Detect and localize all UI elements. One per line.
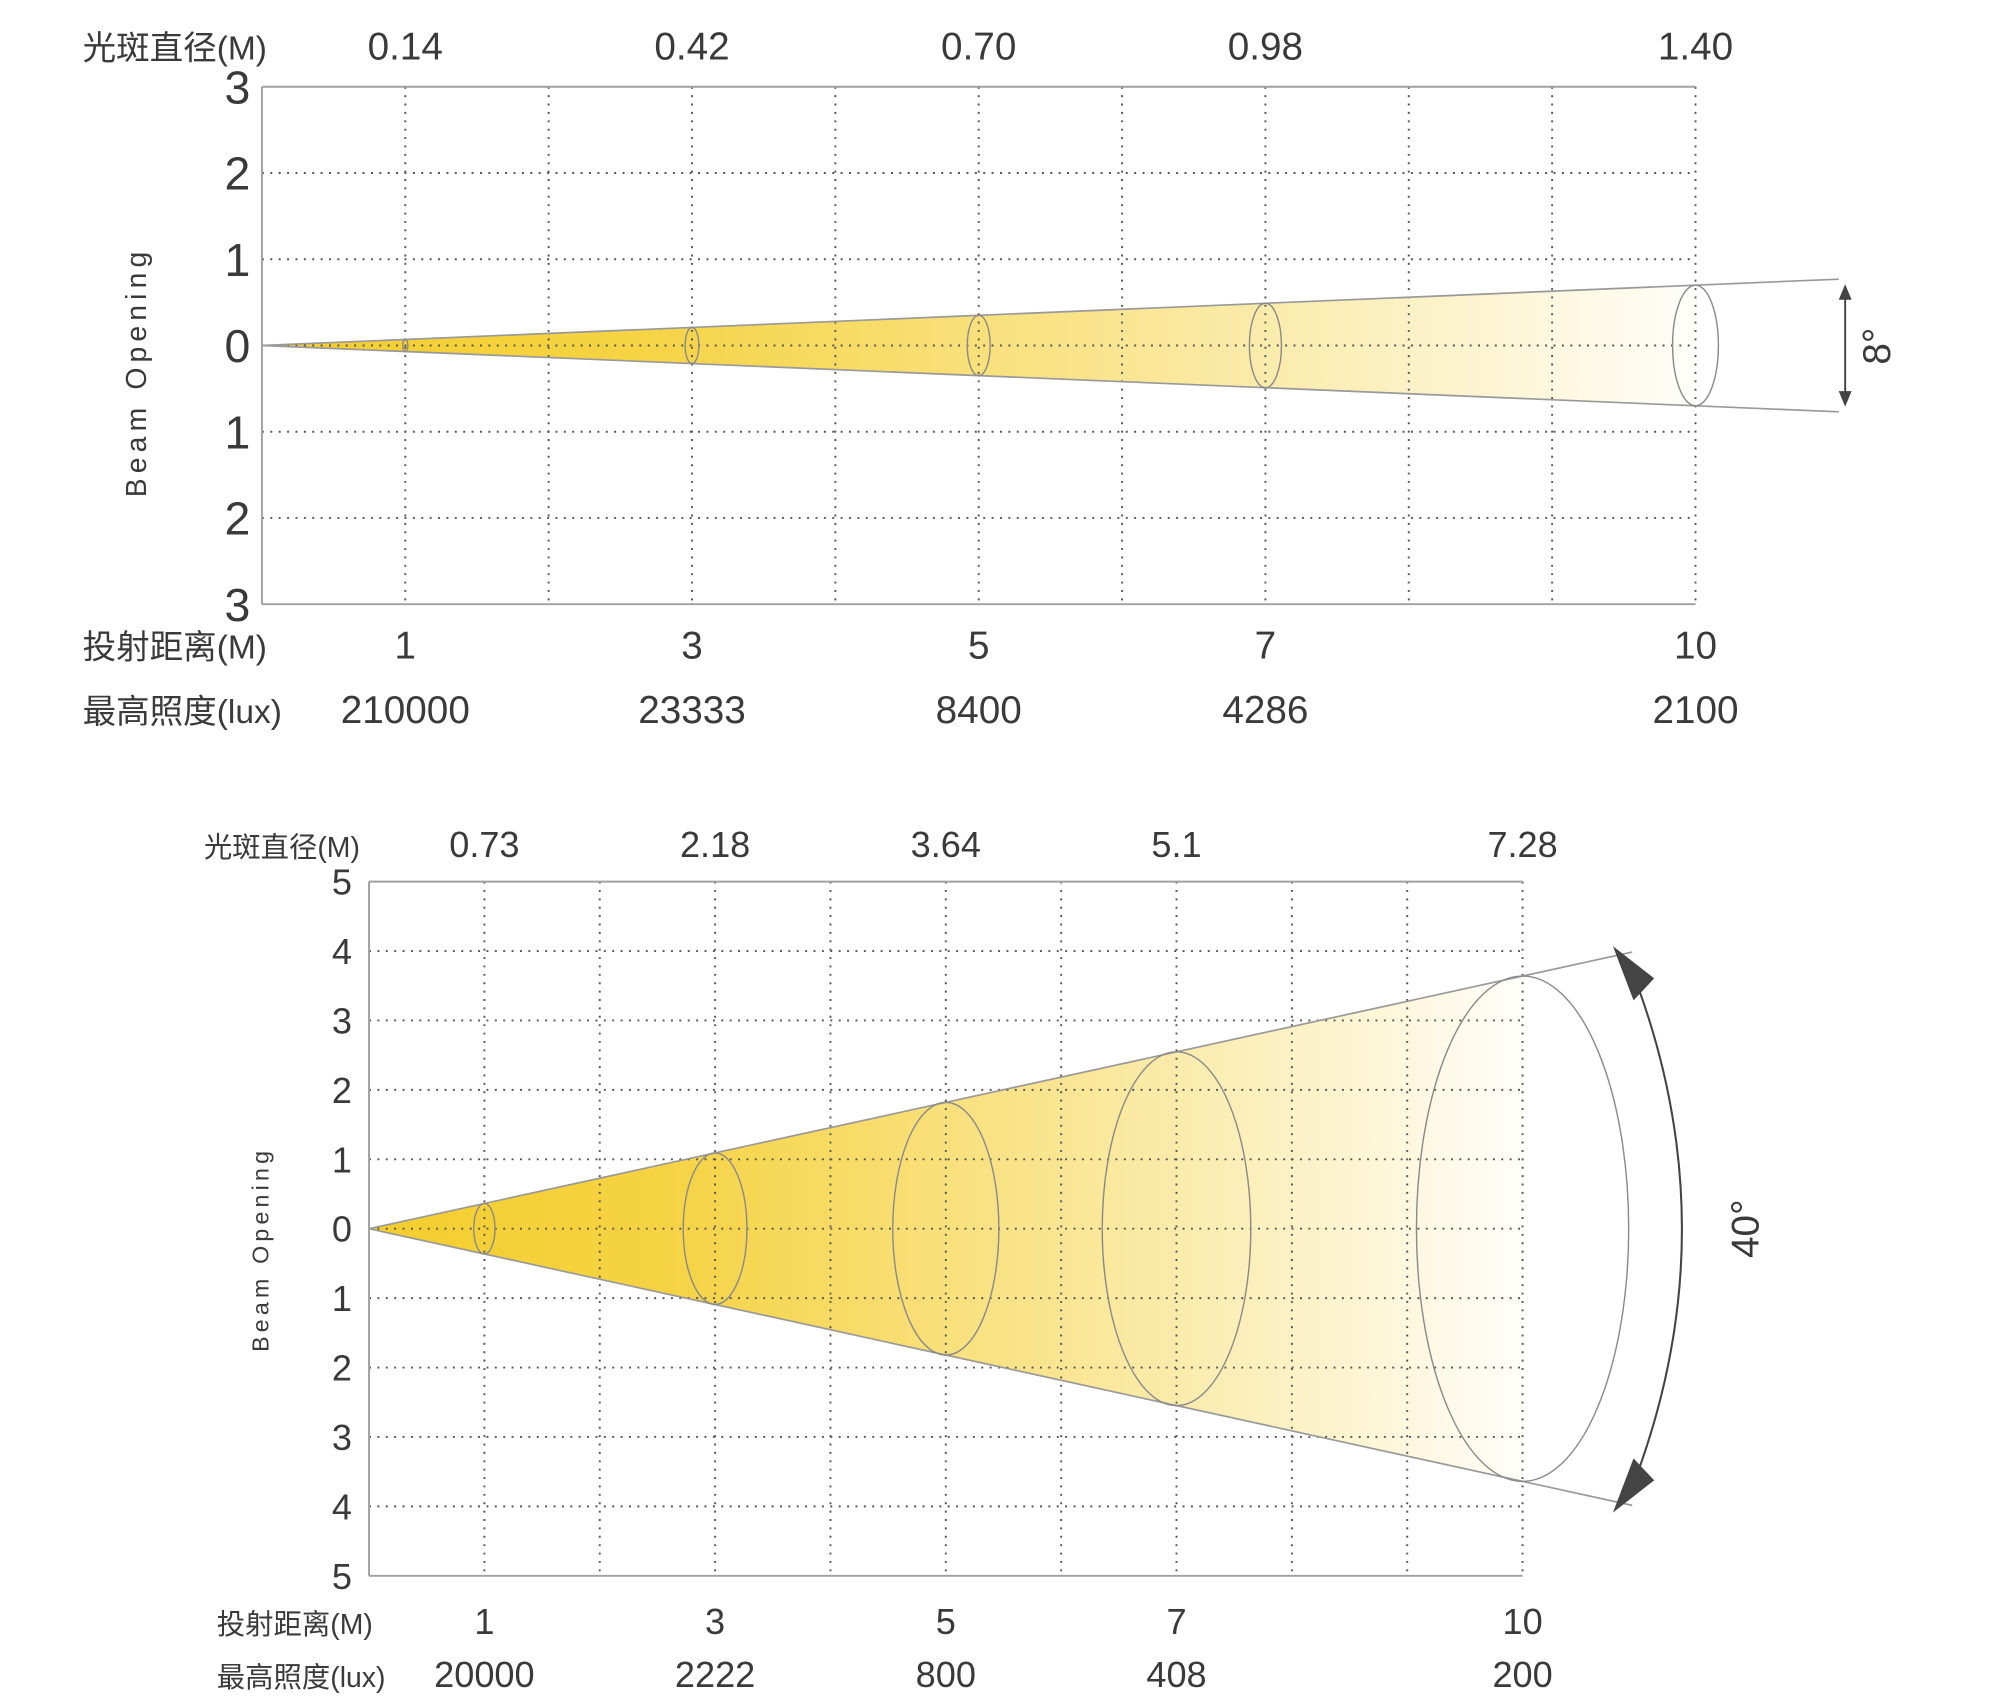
distance-value: 1: [395, 624, 417, 667]
lux-value: 2100: [1652, 689, 1738, 732]
lux-value: 408: [1146, 1654, 1206, 1695]
lux-value: 210000: [341, 689, 470, 732]
spot-diameter-row-label: 光斑直径(M): [83, 30, 267, 68]
spot-ellipse: [1101, 1051, 1252, 1407]
y-tick-label: 1: [332, 1278, 352, 1319]
distance-row-label: 投射距离(M): [83, 628, 267, 666]
distance-value: 3: [681, 624, 703, 667]
beam-edge-upper: [368, 951, 1633, 1230]
spot-ellipse: [684, 326, 700, 365]
spot-ellipse: [402, 338, 409, 353]
spot-ellipse: [1415, 975, 1630, 1483]
arrowhead-down-icon: [1838, 391, 1852, 407]
lux-value: 8400: [936, 689, 1022, 732]
distance-value: 7: [1166, 1601, 1186, 1642]
spot-ellipse: [966, 314, 991, 377]
y-tick-label: 1: [225, 406, 251, 458]
distance-value: 3: [705, 1601, 725, 1642]
y-tick-label: 3: [332, 1000, 352, 1041]
distance-value: 5: [936, 1601, 956, 1642]
spot-diameter-value: 0.70: [941, 26, 1016, 69]
y-tick-label: 2: [332, 1070, 352, 1111]
spot-ellipse: [1248, 302, 1283, 389]
distance-row-label: 投射距离(M): [217, 1609, 373, 1641]
y-tick-label: 2: [225, 148, 251, 200]
spot-diameter-value: 0.42: [654, 26, 729, 69]
lux-value: 2222: [675, 1654, 755, 1695]
y-tick-label: 3: [225, 61, 251, 113]
spot-diameter-value: 0.73: [449, 824, 519, 865]
y-tick-label: 1: [332, 1139, 352, 1180]
y-tick-label: 0: [332, 1209, 352, 1250]
spot-diameter-value: 5.1: [1151, 824, 1201, 865]
y-tick-label: 0: [225, 320, 251, 372]
spot-diameter-row-label: 光斑直径(M): [204, 832, 360, 864]
distance-value: 1: [474, 1601, 494, 1642]
beam-cone: [369, 976, 1523, 1482]
y-tick-label: 5: [332, 862, 352, 903]
lux-value: 23333: [638, 689, 746, 732]
spot-diameter-value: 0.14: [368, 26, 443, 69]
spot-ellipse: [682, 1152, 748, 1306]
beam-angle-label: 8°: [1856, 328, 1899, 365]
y-tick-label: 3: [332, 1417, 352, 1458]
spot-diameter-value: 0.98: [1228, 26, 1303, 69]
spot-ellipse: [1671, 284, 1720, 407]
y-tick-label: 2: [225, 493, 251, 545]
beam-cone: [261, 285, 1696, 406]
beam-edge-lower: [368, 1227, 1633, 1507]
arrowhead-up-icon: [1612, 946, 1655, 1001]
distance-value: 5: [968, 624, 990, 667]
distance-value: 10: [1674, 624, 1717, 667]
lux-row-label: 最高照度(lux): [83, 693, 282, 731]
distance-value: 7: [1255, 624, 1277, 667]
spot-ellipse: [473, 1202, 496, 1255]
y-axis-label: Beam Opening: [121, 247, 153, 498]
y-tick-label: 1: [225, 234, 251, 286]
distance-value: 10: [1502, 1601, 1542, 1642]
beam-angle-arrow: [1627, 961, 1683, 1498]
spot-diameter-value: 3.64: [911, 824, 981, 865]
y-tick-label: 5: [332, 1556, 352, 1597]
lux-value: 200: [1492, 1654, 1552, 1695]
y-axis-label: Beam Opening: [247, 1147, 273, 1352]
lux-value: 20000: [434, 1654, 534, 1695]
lux-value: 4286: [1222, 689, 1308, 732]
y-tick-label: 3: [225, 579, 251, 631]
y-tick-label: 4: [332, 1486, 352, 1527]
lux-value: 800: [916, 1654, 976, 1695]
spot-diameter-value: 1.40: [1658, 26, 1733, 69]
y-tick-label: 4: [332, 931, 352, 972]
arrowhead-down-icon: [1612, 1458, 1655, 1513]
y-tick-label: 2: [332, 1348, 352, 1389]
spot-diameter-value: 2.18: [680, 824, 750, 865]
beam-angle-label: 40°: [1724, 1199, 1767, 1258]
beam-edge-lower: [261, 344, 1839, 413]
spot-diameter-value: 7.28: [1487, 824, 1557, 865]
arrowhead-up-icon: [1838, 284, 1852, 300]
lux-row-label: 最高照度(lux): [217, 1662, 386, 1694]
spot-ellipse: [892, 1101, 1000, 1356]
beam-edge-upper: [261, 278, 1839, 347]
